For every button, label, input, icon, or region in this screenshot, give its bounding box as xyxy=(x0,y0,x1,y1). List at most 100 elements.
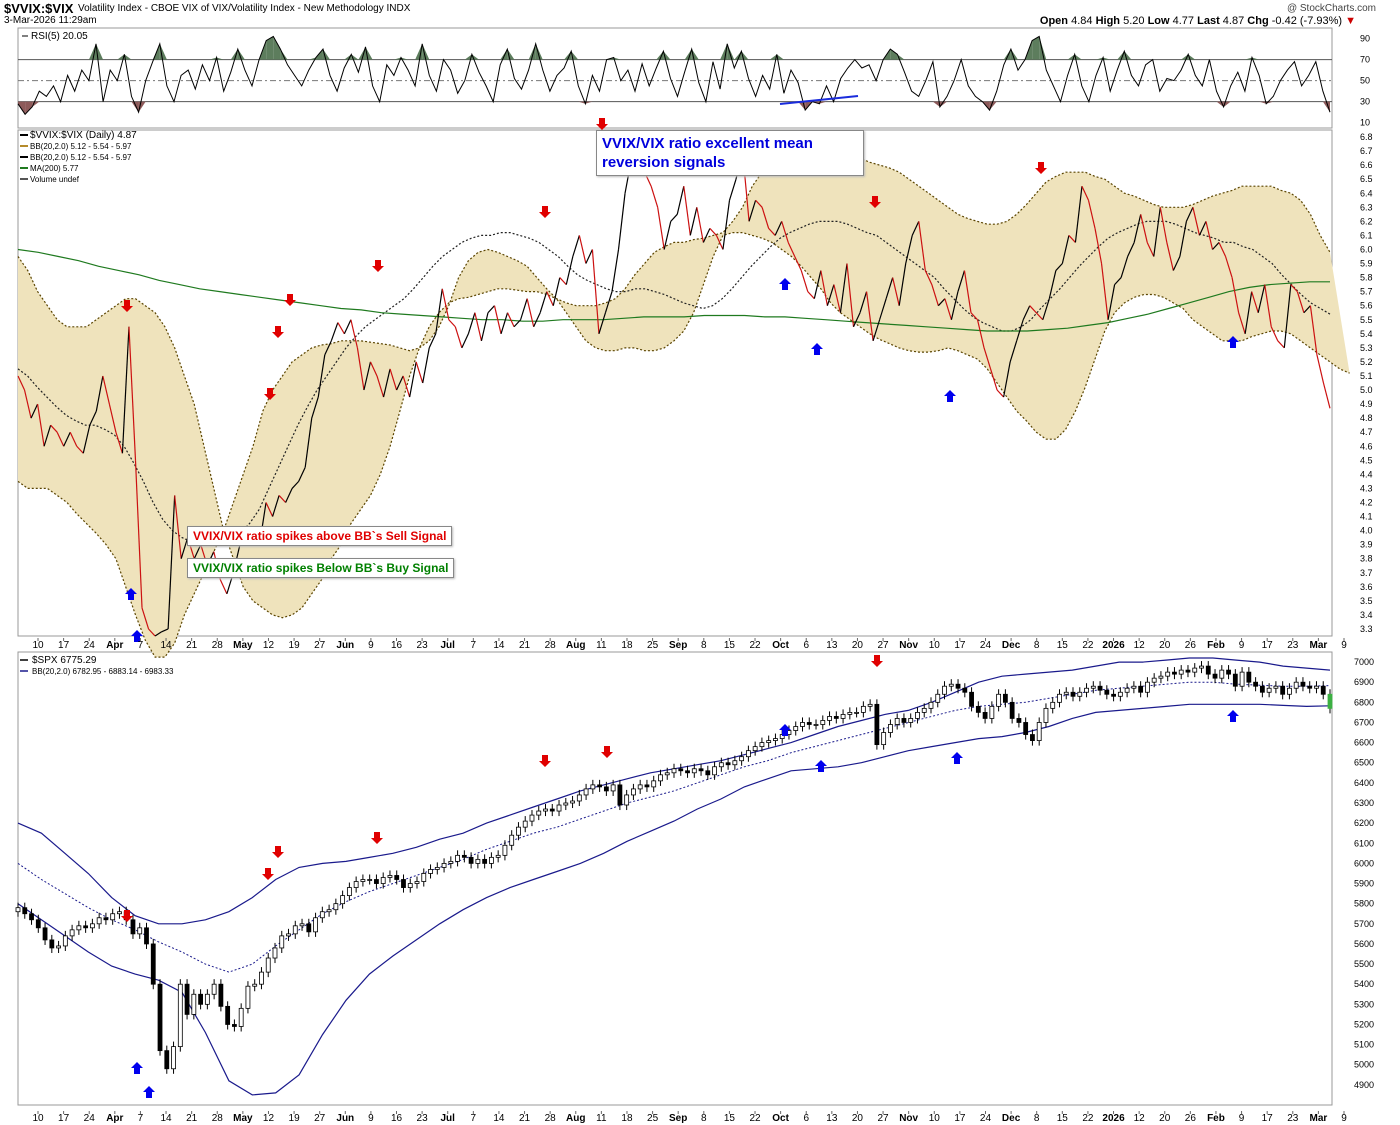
ratio-segment xyxy=(813,270,822,299)
ma200-line xyxy=(17,248,1330,332)
spx-candle-body xyxy=(800,722,805,727)
ratio-segment xyxy=(454,326,463,349)
x-axis-label: 9 xyxy=(368,1113,374,1124)
ratio-tick-label: 6.4 xyxy=(1360,188,1373,198)
x-axis-label: Jun xyxy=(336,640,354,651)
x-axis-label: 20 xyxy=(852,640,864,651)
ratio-segment xyxy=(1153,207,1161,257)
x-axis-label: 15 xyxy=(1057,640,1069,651)
x-axis-label: 14 xyxy=(160,640,172,651)
ratio-segment xyxy=(702,228,711,243)
spx-candle-body xyxy=(191,993,197,1015)
ratio-tick-label: 5.7 xyxy=(1360,287,1373,297)
spx-tick-label: 4900 xyxy=(1354,1080,1374,1090)
spx-candle-body xyxy=(49,939,55,949)
spx-candle-body xyxy=(1253,681,1259,687)
ratio-segment xyxy=(787,242,796,257)
rsi-overbought-fill xyxy=(1010,49,1018,60)
x-axis-label: 7 xyxy=(138,640,144,651)
spx-sell-arrow xyxy=(371,832,383,844)
spx-candle-body xyxy=(1131,685,1137,689)
ratio-segment xyxy=(174,495,182,559)
spx-candle-body xyxy=(867,703,873,707)
rsi-oversold-fill xyxy=(1322,101,1330,113)
ratio-segment xyxy=(50,424,58,433)
spx-candle-body xyxy=(1307,685,1313,689)
spx-candle-body xyxy=(198,993,203,1005)
spx-candle-body xyxy=(1151,677,1157,683)
spx-buy-arrow xyxy=(1227,710,1239,722)
spx-candle-body xyxy=(272,947,278,959)
spx-candle-body xyxy=(1212,673,1218,679)
ratio-segment xyxy=(441,288,450,320)
ratio-segment xyxy=(23,389,32,419)
ratio-segment xyxy=(154,631,162,637)
spx-candle-body xyxy=(827,716,832,721)
spx-candle-body xyxy=(847,712,853,715)
spx-candle-body xyxy=(698,768,704,772)
ratio-segment xyxy=(1192,207,1201,236)
ratio-sell-arrow xyxy=(372,260,384,272)
spx-candle-body xyxy=(1145,681,1150,693)
x-axis-label: 24 xyxy=(84,640,96,651)
ratio-tick-label: 5.4 xyxy=(1360,329,1373,339)
ratio-sell-arrow xyxy=(264,388,276,400)
spx-candle-body xyxy=(110,913,116,921)
ratio-segment xyxy=(670,213,678,222)
rsi-overbought-fill xyxy=(237,49,245,60)
ratio-legend-label: BB(20,2.0) 5.12 - 5.54 - 5.97 xyxy=(30,142,132,151)
chart-timestamp: 3-Mar-2026 11:29am xyxy=(4,15,97,26)
spx-candle-body xyxy=(204,993,210,1005)
rsi-line xyxy=(17,35,1331,116)
low-label: Low xyxy=(1147,15,1170,27)
spx-candle-body xyxy=(509,834,515,846)
ratio-segment xyxy=(311,396,319,419)
ratio-segment xyxy=(1068,235,1076,243)
rsi-overbought-fill xyxy=(1095,57,1104,60)
ratio-segment xyxy=(448,319,456,328)
ratio-segment xyxy=(474,312,483,341)
spx-candle-body xyxy=(495,854,501,858)
spx-candle-body xyxy=(543,808,548,812)
ratio-tick-label: 3.7 xyxy=(1360,568,1373,578)
spx-candle-body xyxy=(1104,689,1110,695)
spx-candle-body xyxy=(766,740,772,744)
ratio-segment xyxy=(1231,277,1240,313)
spx-candle-body xyxy=(813,724,819,726)
ratio-segment xyxy=(879,298,887,320)
ratio-segment xyxy=(755,199,763,208)
ratio-tick-label: 4.2 xyxy=(1360,497,1373,507)
x-axis-label: Aug xyxy=(566,640,585,651)
ratio-segment xyxy=(115,432,124,454)
spx-candle-body xyxy=(428,869,433,874)
x-axis-label: 14 xyxy=(160,1113,172,1124)
ratio-segment xyxy=(369,361,378,377)
spx-candle-body xyxy=(286,933,291,937)
ratio-segment xyxy=(774,221,783,236)
spx-candle-body xyxy=(1314,685,1319,689)
spx-candle-body xyxy=(563,802,569,806)
ratio-segment xyxy=(839,263,848,313)
spx-candle-body xyxy=(759,742,765,748)
spx-tick-label: 5000 xyxy=(1354,1060,1374,1070)
ratio-tick-label: 4.7 xyxy=(1360,427,1373,437)
x-axis-label: 17 xyxy=(954,640,966,651)
ratio-segment xyxy=(337,322,345,335)
spx-candle-body xyxy=(962,687,968,693)
spx-candle-body xyxy=(583,788,589,796)
x-axis-label: Aug xyxy=(566,1113,585,1124)
spx-tick-label: 6700 xyxy=(1354,717,1374,727)
high-value: 5.20 xyxy=(1123,15,1145,27)
ratio-segment xyxy=(526,298,535,327)
rsi-oversold-fill xyxy=(1259,101,1267,104)
ratio-segment xyxy=(1120,256,1129,278)
x-axis-label: 7 xyxy=(471,640,477,651)
ratio-segment xyxy=(1042,298,1050,320)
spx-candle-body xyxy=(259,971,264,985)
x-axis-label: 26 xyxy=(1185,1113,1197,1124)
x-axis-label: 20 xyxy=(1159,1113,1171,1124)
spx-candle-body xyxy=(117,911,122,915)
x-axis-label: 12 xyxy=(263,1113,275,1124)
rsi-oversold-fill xyxy=(585,101,593,104)
x-axis-label: 14 xyxy=(493,640,505,651)
